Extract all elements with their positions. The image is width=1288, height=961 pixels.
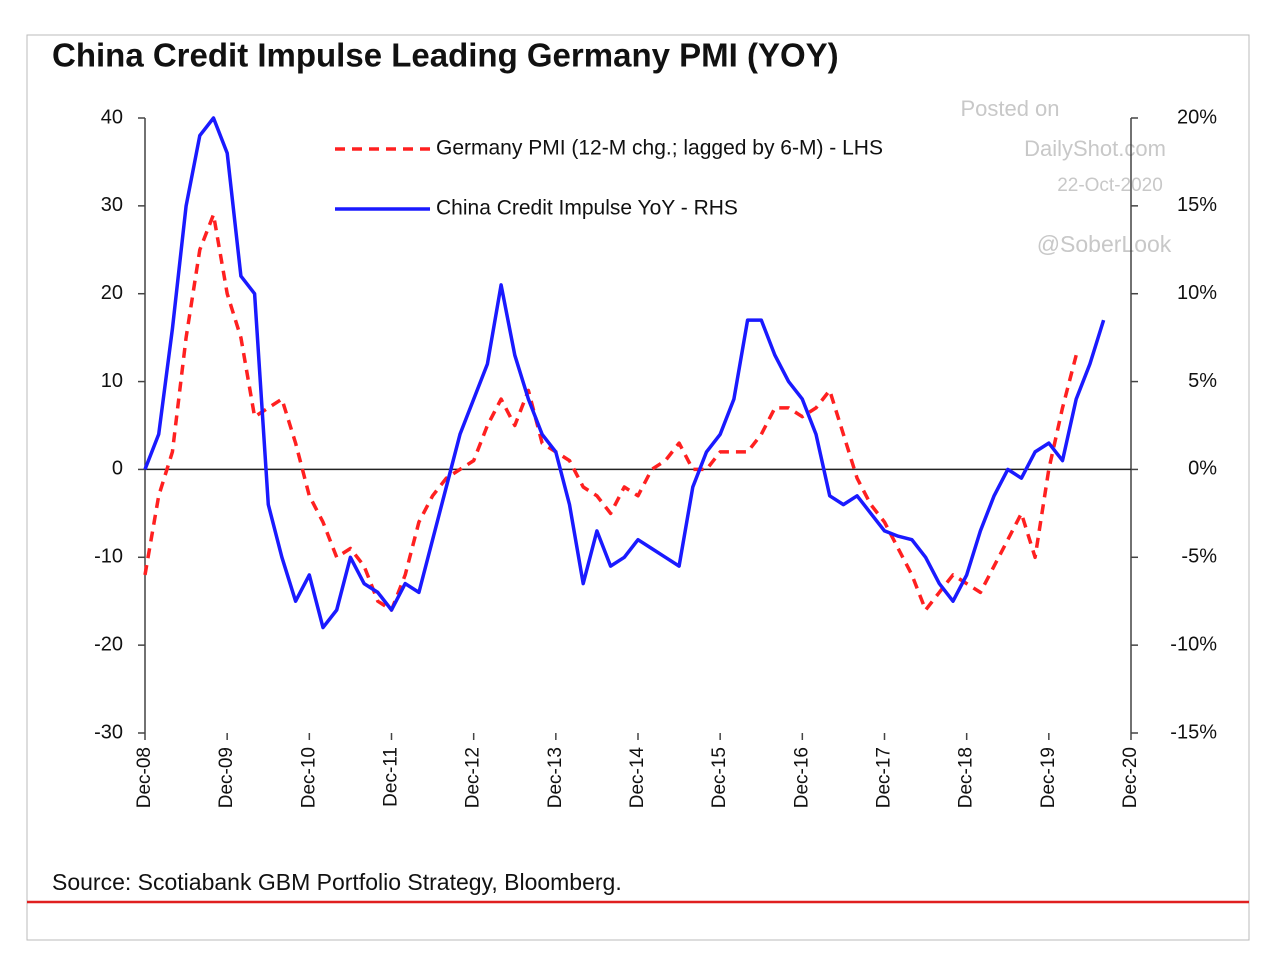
x-tick-label: Dec-10 [298, 747, 319, 808]
watermark: @SoberLook [1037, 231, 1172, 257]
x-tick-label: Dec-12 [463, 747, 484, 808]
y-tick-label: 30 [101, 194, 123, 216]
series-line [143, 116, 1106, 630]
x-tick-label: Dec-19 [1038, 747, 1059, 808]
x-tick-label: Dec-17 [874, 747, 895, 808]
y2-tick-label: -10% [1170, 633, 1217, 655]
y-tick-label: 0 [112, 458, 123, 480]
y-tick-label: 10 [101, 370, 123, 392]
x-tick-label: Dec-20 [1120, 747, 1141, 808]
y2-tick-label: -5% [1181, 546, 1217, 568]
series-line [143, 212, 1078, 612]
y-tick-label: -10 [94, 546, 123, 568]
x-tick-label: Dec-09 [216, 747, 237, 808]
x-tick-label: Dec-13 [545, 747, 566, 808]
y2-tick-label: 10% [1177, 282, 1217, 304]
y2-tick-label: 15% [1177, 194, 1217, 216]
x-tick-label: Dec-18 [956, 747, 977, 808]
watermark: 22-Oct-2020 [1057, 175, 1163, 196]
y-tick-label: -30 [94, 721, 123, 743]
legend-label: Germany PMI (12-M chg.; lagged by 6-M) -… [436, 137, 883, 160]
watermark: DailyShot.com [1024, 136, 1166, 161]
y2-tick-label: 5% [1188, 370, 1217, 392]
x-tick-label: Dec-08 [134, 747, 155, 808]
x-tick-label: Dec-11 [381, 747, 402, 807]
y-tick-label: -20 [94, 633, 123, 655]
legend-label: China Credit Impulse YoY - RHS [436, 197, 738, 220]
x-tick-label: Dec-15 [709, 747, 730, 808]
chart-title: China Credit Impulse Leading Germany PMI… [52, 37, 839, 74]
y2-tick-label: 20% [1177, 106, 1217, 128]
y2-tick-label: 0% [1188, 458, 1217, 480]
watermark: Posted on [960, 96, 1059, 121]
y2-tick-label: -15% [1170, 721, 1217, 743]
source: Source: Scotiabank GBM Portfolio Strateg… [52, 869, 622, 895]
y-tick-label: 20 [101, 282, 123, 304]
x-tick-label: Dec-14 [627, 747, 648, 809]
x-tick-label: Dec-16 [791, 747, 812, 808]
y-tick-label: 40 [101, 106, 123, 128]
